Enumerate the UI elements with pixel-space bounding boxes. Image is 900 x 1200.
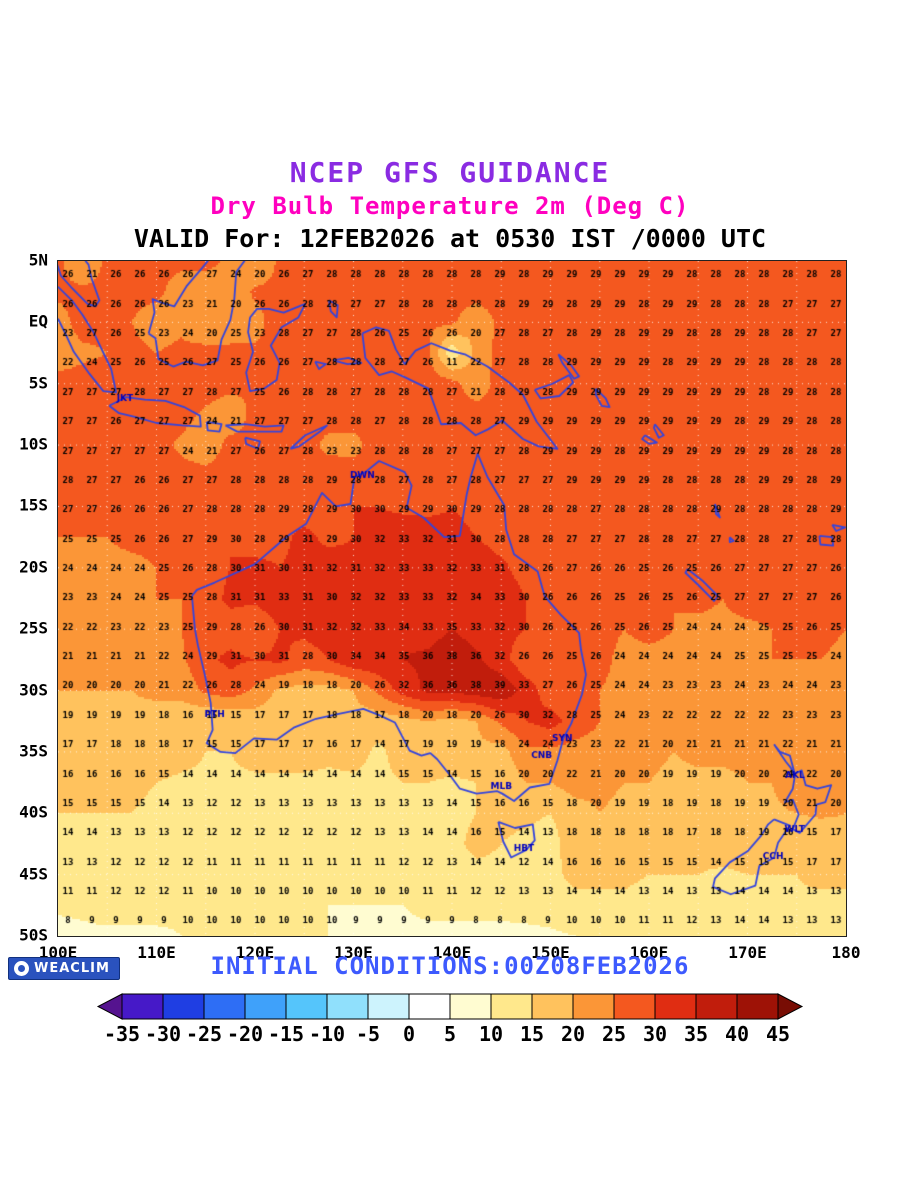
header-variable-title: Dry Bulb Temperature 2m (Deg C) bbox=[210, 192, 690, 220]
colorbar-tick-label: -25 bbox=[185, 1022, 223, 1046]
colorbar bbox=[96, 993, 804, 1021]
colorbar-tick-label: 45 bbox=[765, 1022, 791, 1046]
colorbar-labels: -35 -30 -25 -20 -15 -10 -5 0 5 10 15 20 25 30 35 40 45 bbox=[96, 1022, 804, 1050]
colorbar-tick-label: 30 bbox=[642, 1022, 668, 1046]
map-canvas bbox=[58, 261, 846, 936]
y-tick-label: 25S bbox=[19, 618, 48, 638]
colorbar-tick-label: 25 bbox=[601, 1022, 627, 1046]
map-frame bbox=[57, 260, 847, 937]
x-tick-label: 130E bbox=[334, 943, 373, 962]
colorbar-tick-label: 20 bbox=[560, 1022, 586, 1046]
x-tick-label: 140E bbox=[432, 943, 472, 962]
header-valid-title: VALID For: 12FEB2026 at 0530 IST /0000 U… bbox=[133, 224, 767, 253]
y-tick-label: 50S bbox=[19, 925, 48, 945]
y-tick-label: 15S bbox=[19, 495, 48, 515]
x-tick-label: 170E bbox=[728, 943, 767, 962]
colorbar-tick-label: -15 bbox=[267, 1022, 305, 1046]
weaclim-label: WEACLIM bbox=[34, 961, 110, 976]
weaclim-logo: WEACLIM bbox=[8, 957, 120, 980]
colorbar-tick-label: -20 bbox=[226, 1022, 264, 1046]
colorbar-svg bbox=[96, 993, 804, 1020]
colorbar-tick-label: -30 bbox=[144, 1022, 182, 1046]
y-tick-label: 40S bbox=[19, 802, 48, 822]
x-axis: 100E 110E 120E 130E 140E 150E 160E 170E 180 bbox=[39, 941, 861, 963]
header-model-title: NCEP GFS GUIDANCE bbox=[289, 156, 611, 189]
x-tick-label: 110E bbox=[137, 943, 176, 962]
y-tick-label: 35S bbox=[19, 741, 48, 761]
initial-conditions: INITIAL CONDITIONS:00Z08FEB2026 bbox=[210, 952, 690, 980]
y-tick-label: 10S bbox=[19, 434, 48, 454]
x-tick-label: 120E bbox=[235, 943, 275, 962]
y-tick-label: 5S bbox=[28, 373, 48, 393]
colorbar-tick-label: -5 bbox=[355, 1022, 381, 1046]
x-tick-label: 160E bbox=[629, 943, 669, 962]
colorbar-tick-label: 10 bbox=[478, 1022, 504, 1046]
x-tick-label: 180 bbox=[831, 943, 861, 962]
colorbar-tick-label: -35 bbox=[103, 1022, 141, 1046]
y-tick-label: 20S bbox=[19, 557, 48, 577]
colorbar-tick-label: 5 bbox=[443, 1022, 457, 1046]
x-tick-label: 150E bbox=[531, 943, 570, 962]
y-axis: 5N EQ 5S 10S 15S 20S 25S 30S 35S 40S 45S 50S bbox=[0, 251, 52, 945]
weaclim-icon bbox=[14, 961, 29, 976]
y-tick-label: 45S bbox=[19, 864, 48, 884]
colorbar-tick-label: -10 bbox=[308, 1022, 346, 1046]
y-tick-label: EQ bbox=[28, 311, 48, 331]
colorbar-tick-label: 15 bbox=[519, 1022, 545, 1046]
colorbar-tick-label: 0 bbox=[402, 1022, 416, 1046]
y-tick-label: 30S bbox=[19, 680, 48, 700]
y-tick-label: 5N bbox=[28, 250, 48, 270]
colorbar-tick-label: 35 bbox=[683, 1022, 709, 1046]
colorbar-tick-label: 40 bbox=[724, 1022, 750, 1046]
